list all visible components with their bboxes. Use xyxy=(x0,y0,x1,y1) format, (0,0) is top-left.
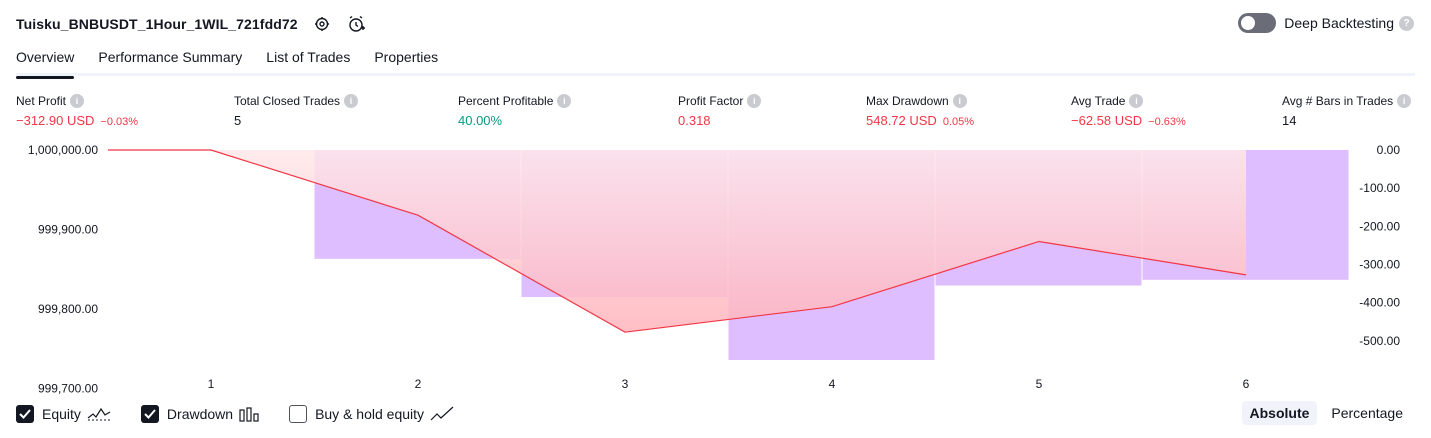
right-axis: 0.00 -100.00 -200.00 -300.00 -400.00 -500.00 xyxy=(1359,143,1400,348)
deep-backtesting: Deep Backtesting ? xyxy=(1238,13,1414,33)
checkbox-box[interactable] xyxy=(289,405,308,423)
tab-properties[interactable]: Properties xyxy=(374,49,439,65)
info-icon[interactable]: i xyxy=(344,94,359,108)
alarm-clock-plus-icon[interactable] xyxy=(346,14,366,34)
tab-performance-summary[interactable]: Performance Summary xyxy=(98,49,243,65)
right-axis-tick: -300.00 xyxy=(1359,258,1400,272)
deep-backtesting-label: Deep Backtesting xyxy=(1284,15,1394,31)
x-axis-tick: 3 xyxy=(622,377,629,391)
absolute-button[interactable]: Absolute xyxy=(1241,401,1318,425)
left-axis-tick: 999,700.00 xyxy=(38,382,98,395)
checkbox-label: Buy & hold equity xyxy=(315,406,425,422)
x-axis: 1 2 3 4 5 6 xyxy=(208,377,1250,391)
stat-profit-factor: Profit Factor i 0.318 xyxy=(678,93,762,129)
stat-value: 40.00% xyxy=(458,113,503,128)
buy-hold-checkbox[interactable]: Buy & hold equity xyxy=(289,405,454,423)
info-icon[interactable]: i xyxy=(1129,94,1144,108)
stat-avg-trade: Avg Trade i −62.58 USD −0.63% xyxy=(1071,93,1186,129)
left-axis-tick: 1,000,000.00 xyxy=(28,143,98,157)
toggle-knob xyxy=(1241,16,1256,30)
stat-value: −312.90 USD xyxy=(16,113,95,128)
right-axis-tick: -100.00 xyxy=(1359,181,1400,195)
stat-percent-profitable: Percent Profitable i 40.00% xyxy=(458,93,572,129)
strategy-header: Tuisku_BNBUSDT_1Hour_1WIL_721fdd72 xyxy=(16,12,366,36)
stat-total-closed-trades: Total Closed Trades i 5 xyxy=(234,93,359,129)
stat-value: 14 xyxy=(1282,113,1297,128)
checkbox-box[interactable] xyxy=(16,405,34,423)
gear-icon[interactable] xyxy=(312,14,332,34)
info-icon[interactable]: i xyxy=(1397,94,1412,108)
x-axis-tick: 4 xyxy=(829,377,836,391)
checkbox-label: Drawdown xyxy=(166,406,234,422)
info-icon[interactable]: i xyxy=(747,94,762,108)
checkbox-label: Equity xyxy=(42,406,81,422)
stat-value: 0.318 xyxy=(678,113,711,128)
equity-line-icon xyxy=(87,406,111,422)
value-mode-switch: Absolute Percentage xyxy=(1236,401,1412,425)
checkbox-box[interactable] xyxy=(140,405,159,423)
info-icon[interactable]: i xyxy=(557,94,572,108)
stat-value: 5 xyxy=(234,113,242,128)
equity-line xyxy=(108,149,1247,333)
right-axis-tick: -500.00 xyxy=(1359,334,1400,348)
percentage-button[interactable]: Percentage xyxy=(1331,405,1403,421)
stat-avg-bars-in-trades: Avg # Bars in Trades i 14 xyxy=(1282,93,1412,129)
tab-overview[interactable]: Overview xyxy=(16,46,75,79)
stat-label: Total Closed Trades xyxy=(234,94,341,108)
equity-area xyxy=(108,149,1247,333)
stat-percent: −0.03% xyxy=(100,116,139,128)
stat-label: Profit Factor xyxy=(678,94,744,108)
chart-options: Equity Drawdown Buy & hold equity xyxy=(16,404,484,424)
left-axis-tick: 999,900.00 xyxy=(38,223,98,237)
info-icon[interactable]: i xyxy=(952,94,967,108)
left-axis-tick: 999,800.00 xyxy=(38,302,98,316)
deep-backtesting-toggle[interactable] xyxy=(1238,13,1277,33)
right-axis-tick: -200.00 xyxy=(1359,219,1400,233)
equity-drawdown-chart[interactable]: 1,000,000.00 999,900.00 999,800.00 999,700.… xyxy=(0,140,1431,395)
stat-label: Max Drawdown xyxy=(866,94,949,108)
stat-net-profit: Net Profit i −312.90 USD −0.03% xyxy=(16,93,138,129)
right-axis-tick: -400.00 xyxy=(1359,296,1400,310)
x-axis-tick: 1 xyxy=(208,377,215,391)
stat-label: Percent Profitable xyxy=(458,94,554,108)
stat-label: Avg # Bars in Trades xyxy=(1282,94,1394,108)
tab-bar: Overview Performance Summary List of Tra… xyxy=(16,46,1415,79)
right-axis-tick: 0.00 xyxy=(1377,143,1401,157)
stat-value: −62.58 USD xyxy=(1071,113,1143,128)
stat-label: Net Profit xyxy=(16,94,67,108)
stat-value: 548.72 USD xyxy=(866,113,937,128)
stat-max-drawdown: Max Drawdown i 548.72 USD 0.05% xyxy=(866,93,974,129)
info-icon[interactable]: i xyxy=(70,94,85,108)
strategy-title: Tuisku_BNBUSDT_1Hour_1WIL_721fdd72 xyxy=(16,16,298,32)
tab-list-of-trades[interactable]: List of Trades xyxy=(266,49,351,65)
stat-percent: −0.63% xyxy=(1148,116,1186,128)
buy-hold-line-icon xyxy=(430,406,454,422)
stat-label: Avg Trade xyxy=(1071,94,1126,108)
left-axis: 1,000,000.00 999,900.00 999,800.00 999,700.… xyxy=(28,143,98,395)
equity-fill xyxy=(108,150,1246,333)
stat-percent: 0.05% xyxy=(942,116,975,128)
x-axis-tick: 6 xyxy=(1243,377,1250,391)
x-axis-tick: 5 xyxy=(1036,377,1043,391)
equity-checkbox[interactable]: Equity xyxy=(16,405,111,423)
x-axis-tick: 2 xyxy=(415,377,422,391)
drawdown-checkbox[interactable]: Drawdown xyxy=(140,405,259,423)
drawdown-bars-icon xyxy=(239,406,259,422)
question-icon[interactable]: ? xyxy=(1399,15,1414,31)
stats-row: Net Profit i −312.90 USD −0.03% Total Clos… xyxy=(0,93,1431,133)
